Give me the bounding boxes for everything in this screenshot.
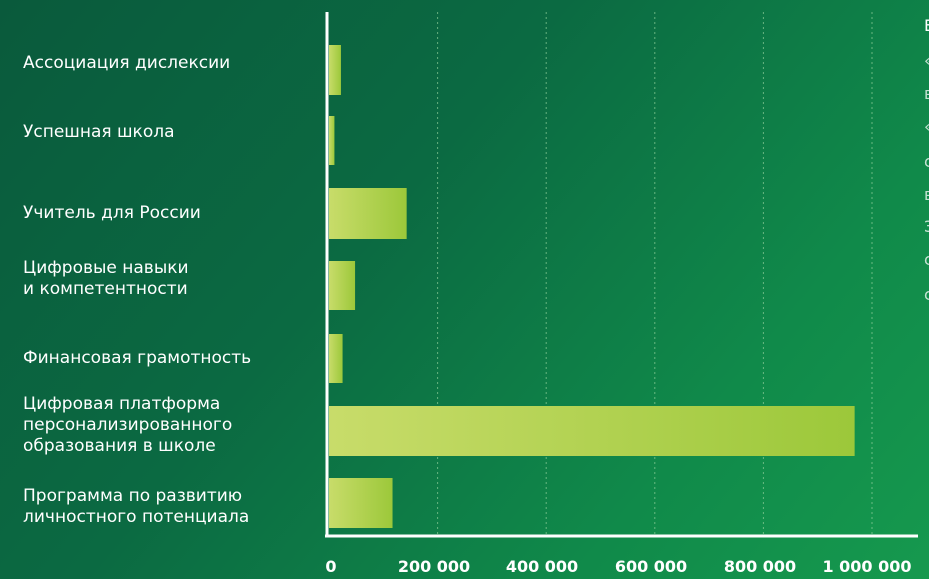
bar — [329, 188, 407, 239]
right-text-char: Е — [924, 16, 929, 35]
right-text-char: с — [924, 250, 929, 269]
right-text-char: с — [924, 152, 929, 171]
x-tick-label: 0 — [325, 557, 337, 576]
x-tick-label: 800 000 — [723, 557, 797, 576]
category-label: Цифровая платформа персонализированного … — [23, 394, 233, 456]
right-text-char: в — [924, 84, 929, 103]
right-text-char: с — [924, 285, 929, 304]
bar — [329, 116, 335, 165]
category-label: Цифровые навыки и компетентности — [23, 258, 189, 299]
x-tick-label: 200 000 — [397, 557, 471, 576]
bar — [329, 261, 356, 310]
category-label: Учитель для России — [23, 203, 201, 223]
category-label: Ассоциация дислексии — [23, 53, 231, 73]
right-text-char: в — [924, 185, 929, 204]
bar — [329, 406, 855, 456]
category-label: Финансовая грамотность — [23, 348, 252, 368]
bar — [329, 478, 393, 528]
bar — [329, 45, 341, 95]
bars — [329, 45, 855, 528]
x-tick-label: 600 000 — [614, 557, 688, 576]
right-text-char: « — [924, 51, 929, 70]
category-label: Программа по развитию личностного потенц… — [23, 486, 250, 527]
gridlines — [437, 12, 873, 535]
right-text-char: « — [924, 117, 929, 136]
category-label: Успешная школа — [23, 122, 175, 142]
right-text-char: З — [924, 217, 929, 236]
x-tick-label: 400 000 — [505, 557, 579, 576]
x-tick-label: 1 000 000 — [822, 557, 912, 576]
bar — [329, 334, 343, 383]
